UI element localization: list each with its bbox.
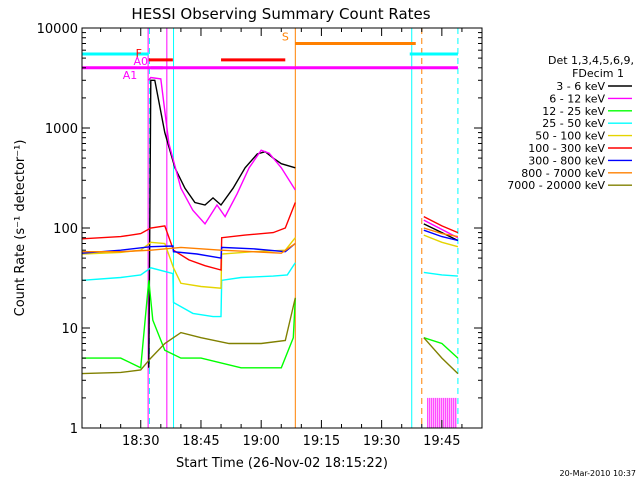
- flag-label-a0: A0: [134, 55, 149, 68]
- y-tick-label: 10000: [37, 22, 78, 37]
- series-line: [82, 229, 459, 259]
- series-lines: [82, 76, 459, 375]
- y-tick-label: 1: [70, 422, 78, 437]
- series-line: [82, 227, 459, 254]
- legend-entry-label: 300 - 800 keV: [528, 154, 605, 167]
- flag-label-a1: A1: [123, 69, 138, 82]
- y-tick-label: 1000: [45, 122, 78, 137]
- timestamp: 20-Mar-2010 10:37: [560, 469, 637, 478]
- y-tick-label: 100: [53, 222, 78, 237]
- series-line: [82, 280, 459, 369]
- series-line: [82, 234, 459, 289]
- legend-entry-label: 50 - 100 keV: [535, 130, 605, 143]
- legend-entry-label: 3 - 6 keV: [556, 80, 605, 93]
- flag-label-s: S: [282, 30, 289, 43]
- legend-entry-label: 12 - 25 keV: [542, 105, 605, 118]
- series-line: [82, 202, 459, 271]
- series-line: [82, 262, 458, 318]
- x-tick-label: 18:45: [182, 434, 219, 449]
- legend-header-line2: FDecim 1: [572, 67, 624, 80]
- series-line: [148, 76, 459, 239]
- x-tick-label: 19:45: [423, 434, 460, 449]
- x-axis-label: Start Time (26-Nov-02 18:15:22): [176, 456, 388, 471]
- legend-header-line1: Det 1,3,4,5,6,9,: [548, 54, 634, 67]
- chart-title: HESSI Observing Summary Count Rates: [131, 5, 430, 23]
- x-tick-label: 19:00: [242, 434, 279, 449]
- x-tick-label: 18:30: [122, 434, 159, 449]
- legend-entry-label: 100 - 300 keV: [528, 142, 605, 155]
- y-tick-label: 10: [61, 322, 78, 337]
- flag-label-f: F: [136, 47, 142, 60]
- series-line: [82, 297, 459, 375]
- series-line: [148, 79, 459, 368]
- x-tick-label: 19:15: [303, 434, 340, 449]
- y-axis-label: Count Rate (s⁻¹ detector⁻¹): [13, 140, 28, 317]
- legend-entry-label: 6 - 12 keV: [549, 92, 605, 105]
- legend-entry-label: 800 - 7000 keV: [521, 167, 605, 180]
- x-axis: 18:30 18:45 19:00 19:15 19:30 19:45: [100, 28, 463, 449]
- legend-entry-label: 25 - 50 keV: [542, 117, 605, 130]
- y-axis: 1 10 100 1000 10000: [37, 22, 482, 437]
- legend-entry-label: 7000 - 20000 keV: [507, 179, 605, 192]
- x-tick-label: 19:30: [363, 434, 400, 449]
- flag-label-n: N: [68, 41, 76, 54]
